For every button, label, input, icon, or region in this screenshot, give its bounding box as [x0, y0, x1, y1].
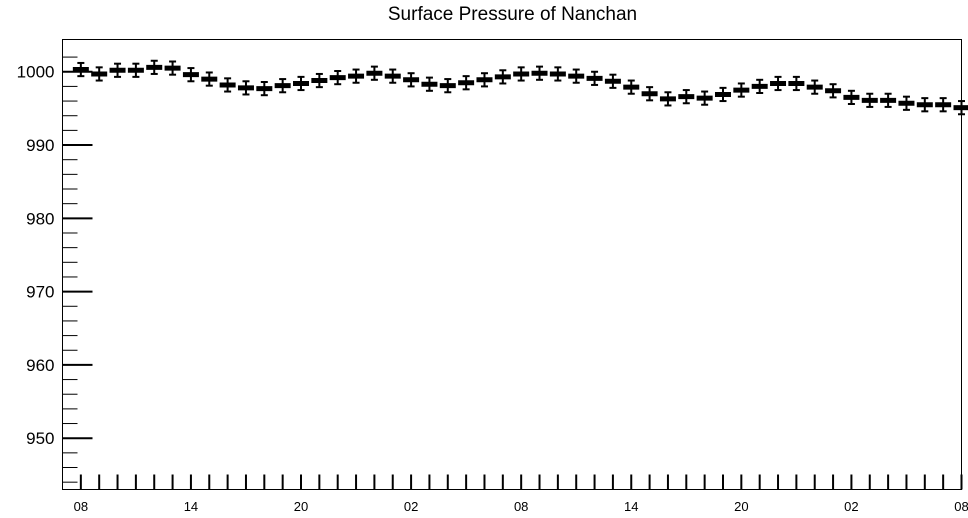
data-point: [696, 90, 713, 106]
x-tick-label: 20: [294, 499, 308, 514]
data-point: [641, 86, 658, 102]
x-tick-label: 14: [624, 499, 638, 514]
data-point: [916, 97, 933, 113]
data-point: [788, 75, 805, 92]
data-point: [109, 62, 126, 78]
y-tick-label: 970: [26, 283, 54, 302]
data-point: [659, 91, 676, 107]
x-tick-label: 02: [404, 499, 418, 514]
x-tick-label: 08: [954, 499, 968, 514]
data-point: [770, 75, 787, 92]
y-tick-label: 980: [26, 209, 54, 228]
data-point: [806, 79, 823, 95]
y-tick-label: 960: [26, 356, 54, 375]
data-point: [384, 68, 401, 84]
data-series: [72, 59, 968, 116]
data-point: [733, 82, 750, 98]
data-point: [219, 77, 236, 93]
x-tick-label: 08: [74, 499, 88, 514]
data-point: [164, 60, 181, 76]
x-axis: 08 14 20 02 08 14 20 02 08: [74, 474, 968, 514]
x-tick-label: 14: [184, 499, 198, 514]
data-point: [935, 97, 952, 113]
y-axis: 1000 990 980 970 960 950: [17, 56, 93, 483]
data-point: [843, 89, 860, 105]
data-point: [201, 71, 218, 87]
plot-frame: [62, 39, 962, 490]
data-point: [825, 83, 842, 99]
data-point: [494, 69, 511, 85]
data-point: [678, 89, 695, 105]
data-point: [751, 78, 768, 95]
data-point: [861, 92, 878, 108]
data-point: [348, 68, 365, 84]
chart-title: Surface Pressure of Nanchan: [387, 4, 638, 25]
data-point: [72, 61, 89, 78]
data-point: [91, 66, 108, 82]
data-point: [898, 95, 915, 111]
data-point: [586, 70, 603, 86]
data-point: [274, 78, 291, 94]
data-point: [549, 66, 566, 82]
data-point: [146, 59, 163, 75]
data-point: [439, 78, 456, 94]
data-point: [293, 75, 310, 92]
data-point: [182, 67, 199, 83]
data-point: [714, 86, 731, 103]
data-point: [953, 100, 968, 116]
data-point: [127, 62, 144, 78]
data-point: [531, 65, 548, 81]
data-point: [623, 79, 640, 95]
x-tick-label: 02: [844, 499, 858, 514]
data-point: [421, 76, 438, 92]
data-point: [568, 68, 585, 84]
data-point: [329, 70, 346, 86]
data-point: [880, 92, 897, 108]
data-point: [458, 75, 475, 91]
data-point: [403, 72, 420, 88]
y-tick-label: 990: [26, 136, 54, 155]
x-tick-label: 20: [734, 499, 748, 514]
data-point: [604, 73, 621, 89]
y-tick-label: 950: [26, 429, 54, 448]
data-point: [256, 81, 273, 97]
x-tick-label: 08: [514, 499, 528, 514]
data-point: [366, 65, 383, 81]
y-tick-label: 1000: [17, 63, 55, 82]
data-point: [513, 66, 530, 82]
data-point: [476, 72, 493, 88]
data-point: [237, 80, 254, 96]
data-point: [311, 72, 328, 89]
